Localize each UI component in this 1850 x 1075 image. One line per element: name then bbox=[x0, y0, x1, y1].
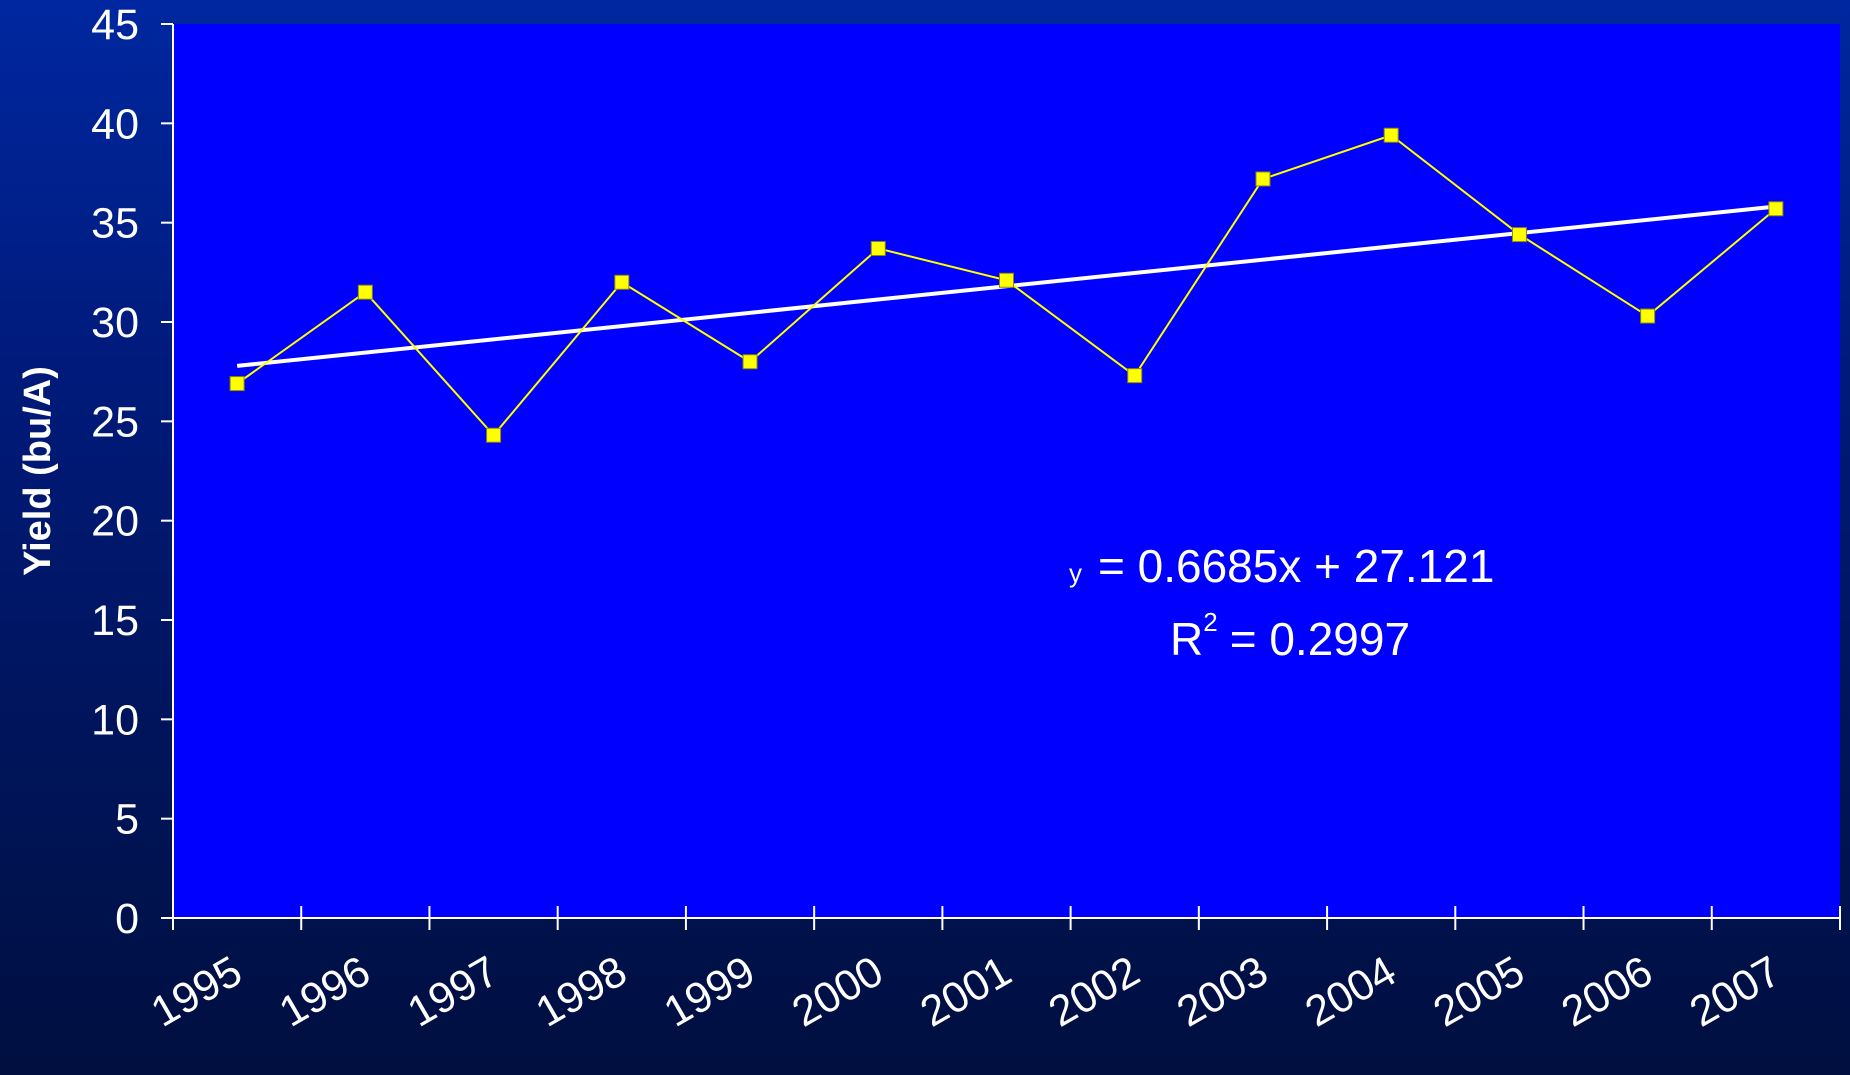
data-point-2003 bbox=[1255, 171, 1271, 187]
x-tick-label-1997: 1997 bbox=[400, 947, 507, 1036]
data-point-2001 bbox=[999, 272, 1014, 288]
r-squared-value: = 0.2997 bbox=[1230, 613, 1410, 665]
plot-area bbox=[173, 24, 1840, 918]
x-tick-label-2004: 2004 bbox=[1297, 947, 1404, 1036]
x-tick-label-2000: 2000 bbox=[784, 947, 891, 1036]
y-tick-label: 40 bbox=[91, 100, 139, 148]
y-tick-label: 5 bbox=[115, 796, 139, 844]
y-tick-label: 15 bbox=[91, 597, 139, 645]
data-point-1998 bbox=[614, 274, 630, 290]
y-tick-label: 10 bbox=[91, 696, 139, 744]
data-point-1996 bbox=[357, 284, 373, 300]
x-tick-label-2003: 2003 bbox=[1169, 947, 1276, 1036]
data-point-2002 bbox=[1127, 368, 1143, 384]
y-tick-label: 20 bbox=[91, 498, 139, 546]
trendline-equation-line: y = 0.6685x + 27.121 bbox=[1069, 540, 1494, 592]
x-tick-label-2001: 2001 bbox=[913, 947, 1020, 1036]
data-point-2004 bbox=[1383, 127, 1399, 143]
trendline-equation: y = 0.6685x + 27.121 R2 = 0.2997 bbox=[1069, 540, 1494, 665]
x-tick-label-1999: 1999 bbox=[656, 947, 763, 1036]
data-point-1999 bbox=[742, 354, 758, 370]
equation-prefix: y bbox=[1069, 558, 1082, 588]
y-tick-label: 25 bbox=[91, 398, 139, 446]
x-tick-label-2005: 2005 bbox=[1426, 947, 1533, 1036]
data-point-2006 bbox=[1640, 308, 1656, 324]
data-point-2007 bbox=[1768, 201, 1784, 217]
x-tick-label-1995: 1995 bbox=[143, 947, 250, 1036]
r-squared-label: R bbox=[1170, 613, 1203, 665]
y-tick-label: 30 bbox=[91, 299, 139, 347]
y-tick-label: 35 bbox=[91, 200, 139, 248]
r-squared-line: R2 = 0.2997 bbox=[1170, 607, 1410, 665]
y-tick-label: 0 bbox=[115, 895, 139, 943]
data-point-2000 bbox=[870, 240, 886, 256]
x-tick-label-2007: 2007 bbox=[1682, 947, 1789, 1036]
x-tick-label-1998: 1998 bbox=[528, 947, 635, 1036]
data-point-1997 bbox=[486, 427, 502, 443]
x-axis: 1995 1996 1997 1998 1999 2000 2001 2002 2003 2004… bbox=[143, 906, 1841, 1036]
equation-body: = 0.6685x + 27.121 bbox=[1098, 540, 1494, 592]
x-tick-label-1996: 1996 bbox=[271, 947, 378, 1036]
series-layer bbox=[229, 127, 1784, 443]
y-tick-label: 45 bbox=[91, 1, 139, 49]
x-tick-label-2002: 2002 bbox=[1041, 947, 1148, 1036]
y-axis-title: Yield (bu/A) bbox=[17, 366, 59, 576]
data-point-1995 bbox=[229, 376, 245, 392]
y-axis: 0 5 10 15 20 25 30 35 40 45 bbox=[91, 1, 174, 943]
r-squared-superscript: 2 bbox=[1203, 607, 1217, 637]
data-point-2005 bbox=[1511, 227, 1527, 243]
x-tick-label-2006: 2006 bbox=[1554, 947, 1661, 1036]
